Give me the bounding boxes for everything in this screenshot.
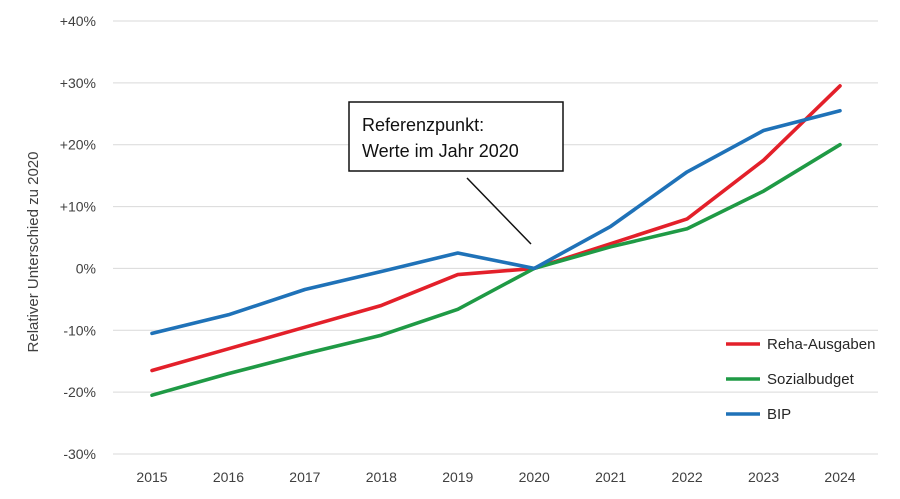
x-tick-label: 2015 <box>136 469 167 485</box>
series-line-reha-ausgaben <box>150 84 842 373</box>
x-tick-label: 2019 <box>442 469 473 485</box>
series-line-sozialbudget <box>150 142 842 398</box>
legend-label: Reha-Ausgaben <box>767 336 875 353</box>
y-tick-label: +20% <box>60 137 96 153</box>
callout-box <box>348 101 564 172</box>
x-tick-label: 2021 <box>595 469 626 485</box>
x-axis-ticks: 2015 2016 2017 2018 2019 2020 2021 2022 2023 2024 <box>136 469 855 485</box>
y-tick-label: +30% <box>60 75 96 91</box>
gridlines <box>113 20 878 455</box>
legend-label: BIP <box>767 406 791 423</box>
callout-pointer <box>466 177 532 245</box>
callout-line-1: Referenzpunkt: <box>362 115 484 135</box>
y-tick-label: +10% <box>60 199 96 215</box>
callout-line-2: Werte im Jahr 2020 <box>362 141 519 161</box>
x-tick-label: 2020 <box>519 469 550 485</box>
x-tick-label: 2017 <box>289 469 320 485</box>
callout-annotation: Referenzpunkt: Werte im Jahr 2020 <box>348 101 564 245</box>
y-axis-title: Relativer Unterschied zu 2020 <box>25 152 42 353</box>
legend: Reha-Ausgaben Sozialbudget BIP <box>726 336 875 423</box>
series-lines <box>150 84 842 398</box>
y-tick-label: -10% <box>63 322 96 338</box>
series-line-bip <box>150 108 842 336</box>
x-tick-label: 2023 <box>748 469 779 485</box>
y-tick-label: 0% <box>76 260 96 276</box>
y-tick-label: -20% <box>63 384 96 400</box>
y-axis-ticks: -30% -20% -10% 0% +10% +20% +30% +40% <box>60 13 96 462</box>
x-tick-label: 2018 <box>366 469 397 485</box>
legend-label: Sozialbudget <box>767 371 855 388</box>
y-tick-label: -30% <box>63 446 96 462</box>
x-tick-label: 2022 <box>672 469 703 485</box>
x-tick-label: 2024 <box>824 469 855 485</box>
x-tick-label: 2016 <box>213 469 244 485</box>
y-tick-label: +40% <box>60 13 96 29</box>
